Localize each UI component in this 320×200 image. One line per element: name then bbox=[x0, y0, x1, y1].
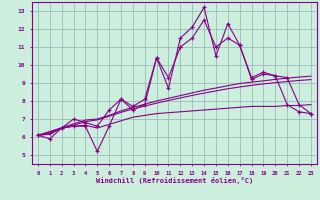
X-axis label: Windchill (Refroidissement éolien,°C): Windchill (Refroidissement éolien,°C) bbox=[96, 177, 253, 184]
